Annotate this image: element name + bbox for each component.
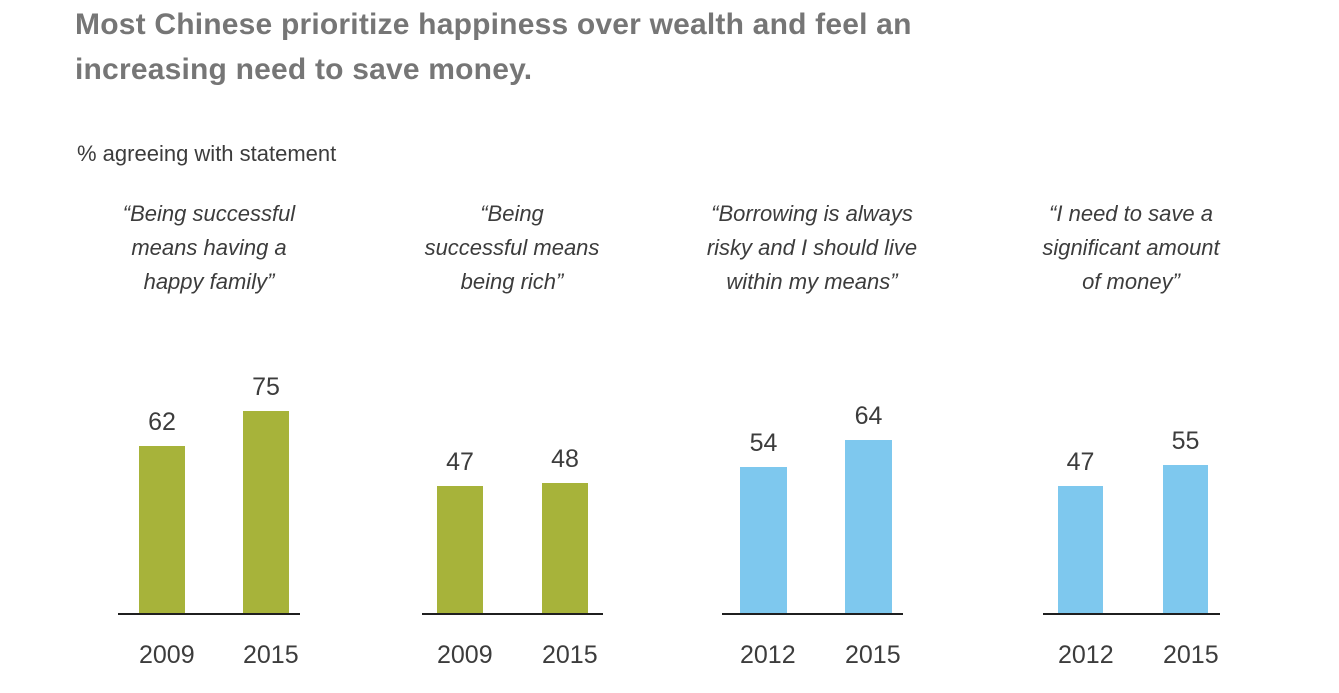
page-title: Most Chinese prioritize happiness over w… — [75, 2, 1175, 92]
statement-quote-3: “Borrowing is always risky and I should … — [652, 197, 972, 299]
quote-line: successful means — [424, 235, 600, 260]
bar-value-label: 62 — [148, 407, 176, 436]
quote-line: “I need to save a — [1049, 201, 1213, 226]
quote-line: risky and I should live — [706, 235, 918, 260]
bar-value-label: 47 — [446, 448, 474, 477]
statement-quote-2: “Being successful means being rich” — [352, 197, 672, 299]
page-title-line-1: Most Chinese prioritize happiness over w… — [75, 8, 912, 41]
bar-chart-being-rich: 47 48 2009 2015 — [422, 368, 603, 669]
quote-line: means having a — [131, 235, 287, 260]
bar-value-label: 64 — [854, 402, 883, 431]
axis-line — [422, 613, 603, 615]
bar-2015 — [542, 483, 588, 613]
axis-line — [722, 613, 903, 615]
quote-line: “Borrowing is always — [711, 201, 913, 226]
bar-value-label: 48 — [551, 445, 579, 474]
year-label: 2015 — [845, 641, 901, 669]
bar-2009 — [437, 486, 483, 613]
year-label: 2012 — [740, 641, 796, 669]
bar-value-label: 47 — [1066, 448, 1095, 477]
year-label: 2009 — [437, 641, 493, 669]
quote-line: within my means” — [726, 269, 898, 294]
bar-2015 — [1163, 464, 1208, 613]
quote-line: “Being — [480, 201, 544, 226]
bar-2012 — [740, 467, 787, 613]
quote-line: “Being successful — [122, 201, 296, 226]
bar-value-label: 75 — [252, 372, 280, 401]
year-label: 2009 — [139, 641, 195, 669]
bar-2015 — [845, 440, 892, 613]
quote-line: of money” — [1082, 269, 1180, 294]
bar-2015 — [243, 410, 289, 613]
bar-value-label: 54 — [749, 429, 778, 458]
year-label: 2015 — [542, 641, 598, 669]
bar-value-label: 55 — [1171, 426, 1200, 455]
bar-chart-borrowing-risky: 54 64 2012 2015 — [722, 368, 903, 669]
page-title-line-2: increasing need to save money. — [75, 53, 533, 86]
quote-line: being rich” — [460, 269, 564, 294]
year-label: 2015 — [243, 641, 299, 669]
bar-2012 — [1058, 486, 1103, 613]
quote-line: happy family” — [143, 269, 275, 294]
axis-line — [118, 613, 300, 615]
chart-subtitle: % agreeing with statement — [77, 141, 337, 166]
bar-chart-save-money: 47 55 2012 2015 — [1043, 368, 1220, 669]
quote-line: significant amount — [1042, 235, 1220, 260]
bar-chart-happy-family: 62 75 2009 2015 — [118, 368, 300, 669]
year-label: 2015 — [1163, 641, 1219, 669]
bar-2009 — [139, 445, 185, 613]
statement-quote-1: “Being successful means having a happy f… — [49, 197, 369, 299]
statement-quote-4: “I need to save a significant amount of … — [971, 197, 1291, 299]
axis-line — [1043, 613, 1220, 615]
year-label: 2012 — [1058, 641, 1114, 669]
